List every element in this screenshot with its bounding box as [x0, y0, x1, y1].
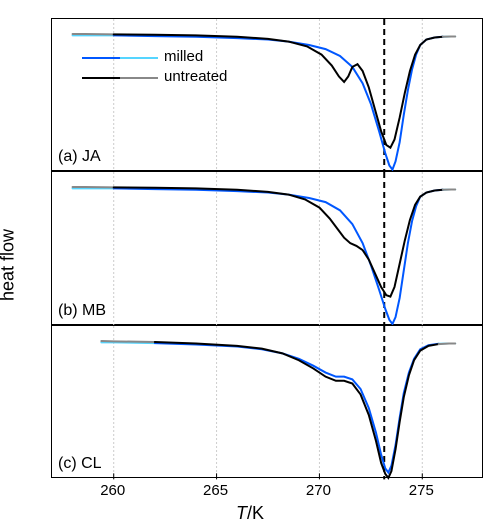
legend-label: milled [164, 48, 203, 65]
xtick-label: 265 [203, 482, 228, 499]
panel-label-b: (b) MB [58, 302, 106, 320]
xlabel-var: T [236, 503, 247, 523]
panel-c: (c) CL [51, 325, 483, 478]
legend-label: untreated [164, 68, 227, 85]
y-axis-label: heat flow [0, 229, 19, 301]
legend-swatch [120, 57, 158, 59]
panel-b: (b) MB [51, 171, 483, 324]
legend-swatch [120, 77, 158, 79]
x-axis-label: T/K [236, 503, 264, 524]
panel-label-c: (c) CL [58, 455, 102, 473]
panel-label-a: (a) JA [58, 148, 101, 166]
xtick-label: 260 [100, 482, 125, 499]
legend-swatch [82, 57, 120, 59]
legend-swatch [82, 77, 120, 79]
panel-a: (a) JA milled untreated [51, 18, 483, 171]
xlabel-unit: K [252, 503, 264, 523]
figure: heat flow T/K (a) JA milled untreated (b) M… [0, 0, 500, 530]
xtick-label: 275 [409, 482, 434, 499]
xtick-label: 270 [306, 482, 331, 499]
